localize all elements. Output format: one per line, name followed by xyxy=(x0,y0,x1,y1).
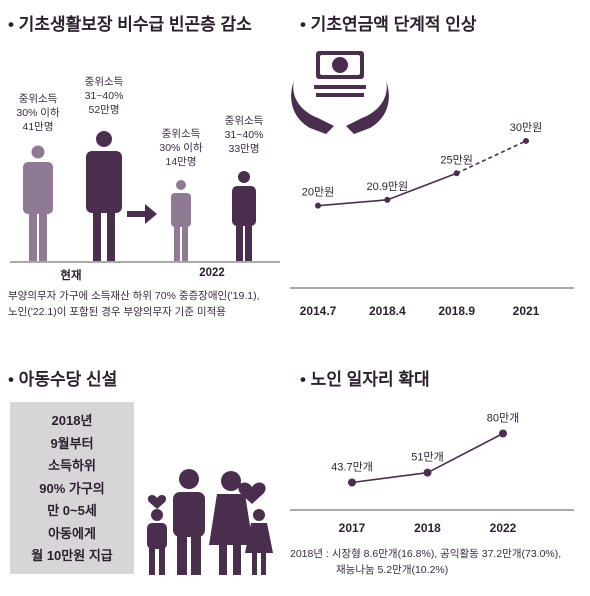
data-point xyxy=(348,478,356,487)
family-icon xyxy=(147,469,273,575)
x-tick-label: 2018.4 xyxy=(369,304,406,318)
child-text-line: 90% 가구의 xyxy=(39,480,105,496)
child-text-line: 2018년 xyxy=(51,413,93,428)
person-label-now-30: 중위소득 30% 이하 41만명 xyxy=(16,93,60,133)
person-label-now-31-40: 중위소득 31~40% 52만명 xyxy=(84,76,124,116)
child-allowance-box: 2018년 9월부터 소득하위 90% 가구의 만 0~5세 아동에게 월 10… xyxy=(10,402,134,574)
child-text-line: 만 0~5세 xyxy=(47,503,97,518)
poverty-note: 부양의무자 가구에 소득재산 하위 70% 중증장애인('19.1), 노인('… xyxy=(8,290,260,318)
elderly-jobs-chart: 43.7만개 51만개 80만개 2017 2018 2022 xyxy=(290,412,574,535)
data-label: 80만개 xyxy=(487,412,519,425)
child-text-line: 월 10만원 지급 xyxy=(31,548,113,563)
x-tick-label: 2014.7 xyxy=(300,304,337,318)
data-point xyxy=(499,429,507,438)
child-allowance-text: 2018년 9월부터 소득하위 90% 가구의 만 0~5세 아동에게 월 10… xyxy=(10,410,134,568)
data-label: 43.7만개 xyxy=(331,461,373,474)
series-line-segment xyxy=(427,432,504,474)
data-label: 25만원 xyxy=(440,153,472,166)
x-tick-label: 2021 xyxy=(513,304,540,318)
data-point xyxy=(423,468,432,477)
child-text-line: 아동에게 xyxy=(48,525,96,541)
poverty-section-title: • 기초생활보장 비수급 빈곤층 감소 xyxy=(8,15,252,34)
series-line-segment xyxy=(456,140,527,175)
data-label: 20만원 xyxy=(302,186,334,199)
x-tick-label: 2017 xyxy=(339,521,366,535)
group-label-now: 현재 xyxy=(60,270,82,282)
pension-section-title: • 기초연금액 단계적 인상 xyxy=(300,15,477,34)
x-tick-label: 2018.9 xyxy=(438,304,475,318)
series-line-segment xyxy=(317,199,388,207)
data-label: 20.9만원 xyxy=(367,180,409,193)
heart-icon xyxy=(238,482,266,504)
data-label: 51만개 xyxy=(411,451,443,464)
child-text-line: 소득하위 xyxy=(48,458,96,473)
person-icon xyxy=(23,145,53,261)
person-label-2022-30: 중위소득 30% 이하 14만명 xyxy=(159,128,203,168)
group-label-2022: 2022 xyxy=(199,267,225,279)
series-line-segment xyxy=(351,471,428,484)
series-line-segment xyxy=(387,172,457,201)
arrow-right-icon xyxy=(127,204,157,224)
data-point xyxy=(453,170,460,177)
person-icon xyxy=(232,171,256,261)
x-tick-label: 2018 xyxy=(414,521,441,535)
data-point xyxy=(523,137,529,144)
money-hands-icon xyxy=(291,51,389,134)
heart-icon xyxy=(147,495,167,509)
child-text-line: 9월부터 xyxy=(50,435,94,451)
pension-chart: 20만원 20.9만원 25만원 30만원 2014.7 2018.4 2018.9 2021 xyxy=(290,121,574,318)
child-section-title: • 아동수당 신설 xyxy=(8,370,118,389)
data-point xyxy=(315,202,321,209)
x-tick-label: 2022 xyxy=(490,521,517,535)
person-label-2022-31-40: 중위소득 31~40% 33만명 xyxy=(224,115,264,155)
poverty-figures xyxy=(10,131,280,263)
elderly-section-title: • 노인 일자리 확대 xyxy=(300,370,430,389)
data-point xyxy=(384,196,391,203)
data-label: 30만원 xyxy=(510,121,542,134)
person-icon xyxy=(86,131,122,261)
person-icon xyxy=(171,180,191,261)
elderly-note: 2018년 : 시장형 8.6만개(16.8%), 공익활동 37.2만개(73… xyxy=(290,548,562,576)
